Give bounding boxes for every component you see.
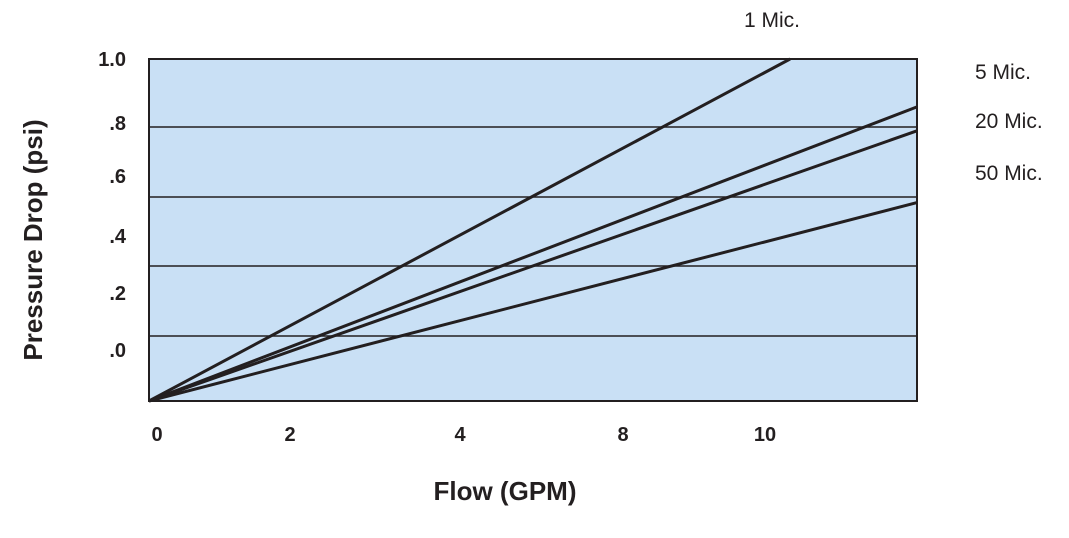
y-tick-label: .8 (109, 113, 126, 135)
series-line-3 (148, 201, 918, 403)
series-line-0 (148, 57, 791, 403)
x-tick-label: 8 (617, 424, 628, 446)
y-axis-title: Pressure Drop (psi) (18, 119, 48, 360)
series-line-1 (148, 105, 918, 403)
plot-area (149, 59, 917, 401)
series-label-0: 1 Mic. (744, 9, 800, 32)
y-tick-labels: 1.0 .8 .6 .4 .2 .0 (98, 49, 127, 362)
y-tick-label: .6 (109, 166, 126, 188)
y-tick-label: .4 (109, 226, 127, 248)
series-label-2: 20 Mic. (975, 110, 1043, 133)
x-axis-title: Flow (GPM) (434, 476, 577, 506)
series-labels: 1 Mic. 5 Mic. 20 Mic. 50 Mic. (744, 9, 1043, 185)
x-tick-label: 10 (754, 424, 776, 446)
series-label-1: 5 Mic. (975, 61, 1031, 84)
x-tick-label: 2 (284, 424, 295, 446)
y-tick-label: 1.0 (98, 49, 126, 71)
series-lines (148, 57, 918, 403)
x-tick-label: 4 (454, 424, 466, 446)
x-tick-labels: 0 2 4 8 10 (151, 424, 776, 446)
plot-border (148, 58, 918, 402)
series-label-3: 50 Mic. (975, 162, 1043, 185)
y-tick-label: .0 (109, 340, 126, 362)
y-tick-label: .2 (109, 283, 126, 305)
series-line-2 (148, 129, 918, 403)
x-tick-label: 0 (151, 424, 162, 446)
